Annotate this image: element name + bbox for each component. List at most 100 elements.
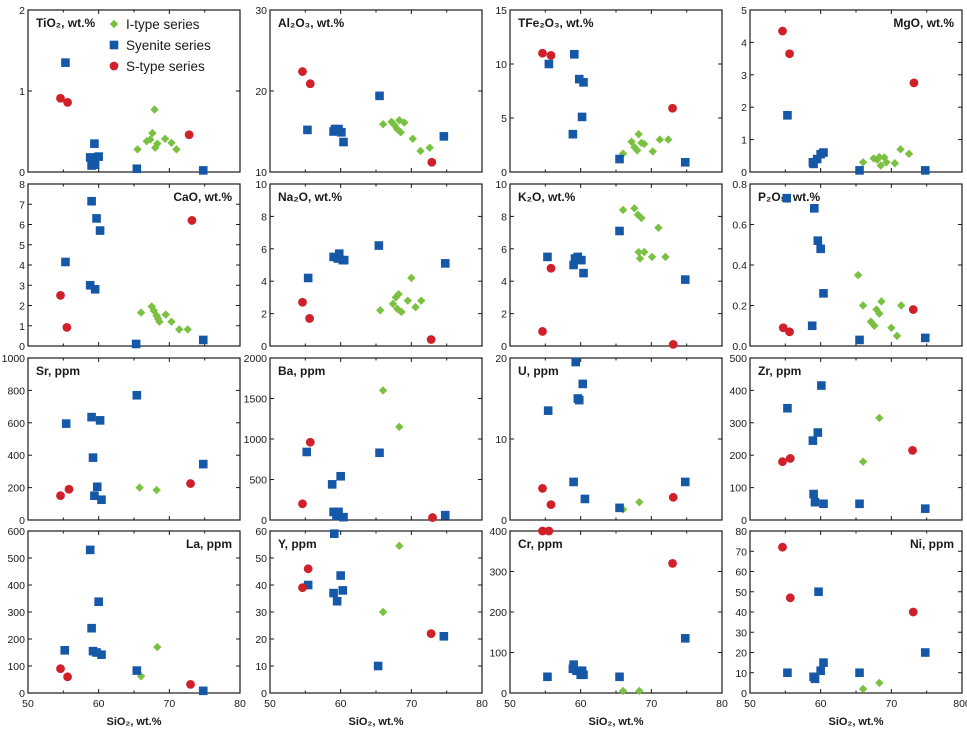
syenite-point-4 bbox=[90, 160, 100, 170]
panel-title: Al₂O₃, wt.% bbox=[278, 16, 345, 30]
syenite-point-7 bbox=[375, 448, 384, 458]
syenite-point-2 bbox=[571, 357, 581, 367]
syenite-point-1 bbox=[329, 588, 338, 598]
ytick-label: 0 bbox=[19, 515, 25, 527]
panel-frame bbox=[269, 183, 483, 347]
syenite-point-4 bbox=[337, 128, 346, 137]
syenite-point-1 bbox=[85, 280, 95, 290]
ytick-label: 10 bbox=[255, 661, 267, 673]
ytick-label: 60 bbox=[255, 526, 267, 538]
syenite-point-2 bbox=[570, 49, 579, 59]
itype-point-4 bbox=[150, 105, 159, 114]
stype-point-1 bbox=[305, 314, 314, 323]
x-axis-label: SiO₂, wt.% bbox=[348, 716, 403, 728]
ytick-label: 1000 bbox=[2, 353, 26, 365]
ytick-label: 0 bbox=[501, 167, 507, 179]
stype-point-1 bbox=[785, 454, 795, 463]
syenite-point-7 bbox=[132, 666, 142, 675]
syenite-point-7 bbox=[198, 166, 208, 175]
syenite-point-3 bbox=[334, 249, 344, 258]
syenite-point-8 bbox=[680, 634, 690, 643]
stype-point-1 bbox=[305, 437, 315, 447]
legend-label: S-type series bbox=[126, 59, 205, 74]
ytick-label: 2 bbox=[19, 301, 25, 313]
stype-point-0 bbox=[538, 526, 547, 536]
ytick-label: 0 bbox=[501, 341, 507, 353]
syenite-point-0 bbox=[783, 111, 792, 120]
stype-point-0 bbox=[298, 499, 307, 509]
itype-point-9 bbox=[417, 296, 426, 305]
ytick-label: 0 bbox=[741, 167, 747, 179]
itype-point-3 bbox=[634, 247, 643, 257]
syenite-point-7 bbox=[920, 333, 930, 343]
stype-point-0 bbox=[298, 297, 307, 307]
ytick-label: 100 bbox=[489, 648, 507, 660]
panel-title: Na₂O, wt.% bbox=[278, 190, 342, 204]
stype-point-2 bbox=[668, 103, 677, 113]
panel-points bbox=[778, 381, 930, 513]
syenite-point-5 bbox=[95, 226, 105, 235]
stype-point-2 bbox=[428, 513, 437, 522]
panel-frame bbox=[509, 9, 723, 173]
ytick-label: 400 bbox=[7, 450, 25, 462]
ytick-label: 8 bbox=[261, 211, 267, 223]
syenite-point-6 bbox=[855, 166, 864, 175]
itype-point-1 bbox=[152, 485, 161, 495]
xtick-label: 80 bbox=[476, 698, 488, 710]
syenite-point-5 bbox=[817, 381, 826, 390]
xtick-label: 50 bbox=[744, 698, 756, 710]
panel-points bbox=[538, 204, 690, 349]
stype-point-2 bbox=[186, 679, 195, 689]
ytick-label: 5 bbox=[741, 5, 747, 17]
syenite-point-6 bbox=[97, 650, 106, 659]
itype-point-0 bbox=[618, 205, 628, 215]
ytick-label: 0 bbox=[19, 688, 25, 700]
ytick-label: 400 bbox=[489, 526, 507, 538]
panel-5: 0 1 2 3 4 5 6 7 8 CaO, wt.% bbox=[19, 179, 241, 353]
legend-stype: S-type series bbox=[109, 59, 205, 74]
panel-10: 0 500 1000 1500 2000 Ba, ppm bbox=[244, 353, 483, 527]
syenite-point-0 bbox=[543, 406, 553, 415]
syenite-point-5 bbox=[338, 586, 348, 595]
itype-point-2 bbox=[146, 135, 155, 144]
itype-point-4 bbox=[635, 254, 645, 263]
ytick-label: 200 bbox=[7, 634, 25, 646]
itype-point-3 bbox=[148, 128, 157, 138]
itype-point-5 bbox=[155, 317, 164, 326]
ytick-label: 0 bbox=[741, 688, 747, 700]
x-axis-label: SiO₂, wt.% bbox=[588, 716, 643, 728]
syenite-point-4 bbox=[577, 255, 586, 265]
stype-point-2 bbox=[426, 629, 436, 638]
panel-title: La, ppm bbox=[186, 537, 232, 551]
stype-point-0 bbox=[298, 583, 307, 593]
syenite-point-5 bbox=[579, 268, 588, 278]
syenite-point-8 bbox=[920, 504, 930, 513]
ytick-label: 10 bbox=[495, 59, 507, 71]
syenite-point-5 bbox=[819, 148, 828, 157]
x-axis-label: SiO₂, wt.% bbox=[828, 716, 883, 728]
xtick-label: 50 bbox=[22, 698, 34, 710]
ytick-label: 500 bbox=[729, 353, 747, 365]
ytick-label: 3 bbox=[741, 70, 747, 82]
panel-frame bbox=[749, 357, 963, 521]
legend-label: I-type series bbox=[126, 17, 200, 32]
syenite-point-7 bbox=[680, 275, 690, 284]
ytick-label: 10 bbox=[255, 179, 267, 191]
panel-title: U, ppm bbox=[518, 364, 559, 378]
ytick-label: 0 bbox=[19, 167, 25, 179]
itype-point-5 bbox=[396, 128, 405, 137]
itype-point-1 bbox=[388, 299, 398, 309]
syenite-point-5 bbox=[819, 289, 828, 298]
itype-point-7 bbox=[647, 252, 657, 262]
syenite-point-3 bbox=[90, 285, 100, 294]
ytick-label: 2 bbox=[19, 5, 25, 17]
syenite-point-2 bbox=[810, 674, 820, 684]
panel-title: Y, ppm bbox=[278, 537, 317, 551]
ytick-label: 10 bbox=[495, 179, 507, 191]
syenite-point-3 bbox=[812, 154, 822, 164]
syenite-point-7 bbox=[439, 632, 449, 641]
syenite-point-7 bbox=[440, 259, 450, 268]
syenite-point-1 bbox=[569, 260, 578, 270]
itype-point-0 bbox=[378, 607, 388, 617]
